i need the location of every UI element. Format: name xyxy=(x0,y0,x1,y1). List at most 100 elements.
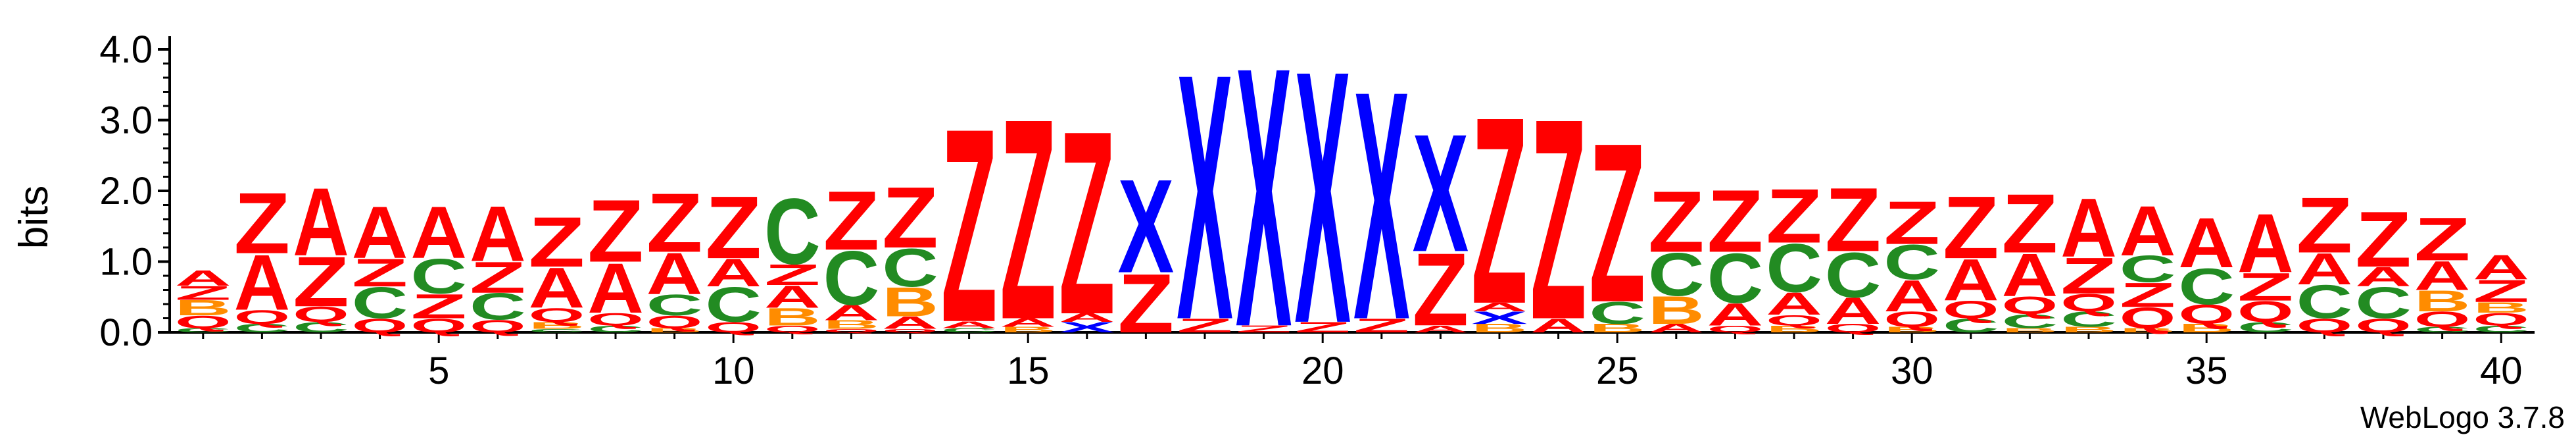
logo-letter-a: A xyxy=(2120,192,2176,271)
logo-letter-c: C xyxy=(293,319,349,336)
logo-letter-b: B xyxy=(764,303,821,330)
x-tick-label: 10 xyxy=(712,349,755,392)
logo-letter-q: Q xyxy=(1766,312,1822,328)
logo-letter-a: A xyxy=(1766,286,1822,322)
logo-letter-z: Z xyxy=(705,178,762,277)
logo-letter-x: X xyxy=(1177,1,1233,393)
logo-letter-a: A xyxy=(352,192,408,274)
logo-letter-b: B xyxy=(1589,322,1645,335)
logo-letter-a: A xyxy=(2002,241,2058,309)
logo-letter-b: B xyxy=(2414,285,2471,318)
logo-letter-x: X xyxy=(1059,319,1115,336)
logo-letter-z: Z xyxy=(1589,95,1645,350)
x-tick-label: 15 xyxy=(1007,349,1050,392)
logo-letter-z: Z xyxy=(1707,172,1764,271)
y-tick-label: 4.0 xyxy=(99,28,153,71)
logo-letter-x: X xyxy=(1471,308,1528,328)
logo-letter-x: X xyxy=(1353,22,1410,387)
logo-letter-c: C xyxy=(705,278,762,333)
logo-letter-z: Z xyxy=(1177,315,1233,336)
logo-letter-z: Z xyxy=(2237,265,2294,309)
logo-letter-c: C xyxy=(234,322,291,335)
logo-letter-z: Z xyxy=(234,174,291,271)
y-tick-label: 0.0 xyxy=(99,311,153,354)
logo-letter-a: A xyxy=(705,251,762,295)
logo-letter-z: Z xyxy=(882,169,938,266)
logo-letter-a: A xyxy=(1413,323,1469,334)
logo-column: ZX xyxy=(1294,0,1351,399)
axes: 0.0 1.0 2.0 3.0 4.0 5 10 15 20 25 30 35 40 xyxy=(99,28,2535,392)
logo-letter-q: Q xyxy=(1825,322,1882,335)
logo-letter-c: C xyxy=(2060,307,2117,332)
logo-letter-z: Z xyxy=(1236,324,1292,335)
logo-letter-b: B xyxy=(1471,322,1528,335)
y-tick-label: 1.0 xyxy=(99,241,153,284)
logo-letter-z: Z xyxy=(2297,181,2353,269)
logo-letter-q: Q xyxy=(234,306,291,328)
logo-letter-q: Q xyxy=(646,312,703,332)
logo-letter-a: A xyxy=(2060,182,2117,275)
logo-letter-c: C xyxy=(2237,319,2294,336)
x-tick-label: 20 xyxy=(1301,349,1344,392)
logo-letter-z: Z xyxy=(175,282,231,304)
logo-letter-b: B xyxy=(1648,288,1705,332)
logo-letter-c: C xyxy=(882,238,938,298)
logo-letter-a: A xyxy=(234,239,291,327)
logo-letter-a: A xyxy=(882,313,938,332)
logo-letter-q: Q xyxy=(1943,296,1999,324)
logo-letter-z: Z xyxy=(1471,62,1528,360)
logo-letter-z: Z xyxy=(1825,169,1882,271)
logo-letter-z: Z xyxy=(2355,195,2412,283)
logo-column: ZX xyxy=(1236,0,1292,404)
logo-column: CAZ xyxy=(941,71,998,380)
logo-letter-a: A xyxy=(2297,245,2353,294)
logo-letter-c: C xyxy=(823,235,880,321)
logo-letter-c: C xyxy=(175,327,231,334)
logo-letter-a: A xyxy=(410,192,467,274)
logo-column: AZ xyxy=(1530,59,1587,379)
logo-letter-a: A xyxy=(1648,322,1705,335)
logo-letter-q: Q xyxy=(587,309,644,329)
logo-column: ZX xyxy=(1118,151,1175,351)
logo-letter-a: A xyxy=(529,257,585,321)
logo-letter-b: B xyxy=(2060,325,2117,334)
logo-letter-q: Q xyxy=(882,328,938,333)
logo-letter-q: Q xyxy=(2002,292,2058,320)
x-tick-label: 30 xyxy=(1891,349,1933,392)
x-tick-label: 40 xyxy=(2480,349,2523,392)
logo-letter-z: Z xyxy=(293,242,349,322)
logo-column: ZX xyxy=(1177,1,1233,393)
logo-letter-z: Z xyxy=(1353,315,1410,336)
logo-letter-a: A xyxy=(1883,272,1940,321)
logo-letter-q: Q xyxy=(1707,323,1764,334)
logo-column: BAZ xyxy=(1000,59,1056,379)
logo-letter-q: Q xyxy=(2060,289,2117,317)
logo-letter-z: Z xyxy=(2120,276,2176,315)
logo-letter-x: X xyxy=(1118,151,1175,301)
logo-letter-q: Q xyxy=(2473,309,2529,329)
logo-letter-q: Q xyxy=(823,328,880,333)
logo-letter-z: Z xyxy=(352,251,408,295)
logo-letter-z: Z xyxy=(587,182,644,281)
logo-letter-q: Q xyxy=(352,315,408,337)
logo-letter-a: A xyxy=(587,249,644,328)
logo-letter-a: A xyxy=(2473,248,2529,286)
logo-letter-q: Q xyxy=(175,312,231,332)
logo-letter-z: Z xyxy=(823,174,880,268)
logo-letter-a: A xyxy=(1530,315,1587,336)
logo-letter-b: B xyxy=(2473,299,2529,316)
logo-letter-z: Z xyxy=(1118,257,1175,351)
y-axis-label: bits xyxy=(11,186,57,249)
logo-column: ZX xyxy=(1353,22,1410,387)
logo-letter-a: A xyxy=(1000,316,1056,329)
logo-letter-a: A xyxy=(646,242,703,307)
